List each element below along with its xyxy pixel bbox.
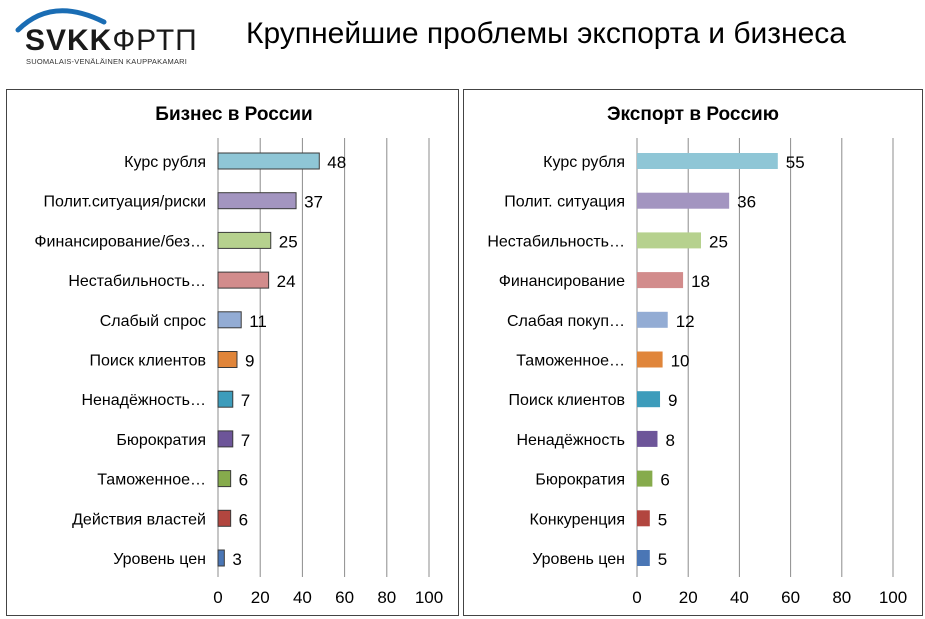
bar — [217, 192, 297, 210]
category-label: Полит. ситуация — [504, 194, 625, 211]
category-label: Поиск клиентов — [508, 392, 625, 409]
x-tick-label: 20 — [679, 588, 698, 607]
logo-name: SVKKФРТП — [25, 24, 198, 58]
bar — [637, 351, 663, 368]
x-tick-label: 80 — [377, 588, 396, 607]
data-label: 48 — [327, 153, 346, 172]
category-label: Таможенное… — [97, 472, 206, 489]
category-label: Уровень цен — [113, 551, 206, 568]
bar — [217, 390, 234, 408]
chart-panel-business-in-russia: Бизнес в России 0 20 40 60 80 100 Курс рубля 48 П… — [6, 89, 459, 616]
category-label: Финансирование — [499, 273, 625, 290]
bar — [217, 271, 270, 289]
data-label: 24 — [277, 272, 296, 291]
bar — [217, 549, 225, 567]
chart-panel-export-to-russia: Экспорт в Россию 0 20 40 60 80 100 Курс рубля 55… — [463, 89, 923, 616]
bar — [637, 391, 661, 408]
data-label: 12 — [676, 312, 695, 331]
data-label: 9 — [668, 391, 677, 410]
data-label: 8 — [665, 431, 674, 450]
category-label: Ненадёжность… — [81, 392, 206, 409]
category-label: Таможенное… — [516, 353, 625, 370]
bar — [637, 510, 650, 527]
business-in-russia-chart: Бизнес в России 0 20 40 60 80 100 Курс рубля 48 П… — [34, 104, 443, 607]
bar — [217, 430, 234, 448]
category-label: Полит.ситуация/риски — [44, 194, 206, 211]
category-label: Ненадёжность — [516, 432, 625, 449]
category-label: Бюрократия — [535, 472, 625, 489]
bar — [217, 231, 272, 249]
bar — [637, 311, 668, 328]
data-label: 5 — [658, 510, 667, 529]
x-tick-label: 40 — [730, 588, 749, 607]
x-tick-label: 40 — [293, 588, 312, 607]
bar — [637, 430, 658, 447]
data-label: 55 — [786, 153, 805, 172]
bar — [217, 470, 232, 488]
category-label: Финансирование/без… — [34, 233, 206, 250]
logo-swoosh-icon — [15, 8, 107, 33]
data-label: 10 — [671, 352, 690, 371]
x-tick-label: 0 — [632, 588, 641, 607]
category-label: Курс рубля — [543, 154, 625, 171]
category-label: Курс рубля — [124, 154, 206, 171]
chart-title: Бизнес в России — [155, 104, 312, 125]
bar — [637, 192, 730, 209]
data-label: 36 — [737, 193, 756, 212]
bar — [637, 550, 650, 566]
x-tick-label: 0 — [213, 588, 222, 607]
x-tick-label: 20 — [251, 588, 270, 607]
category-label: Конкуренция — [530, 511, 625, 528]
data-label: 18 — [691, 272, 710, 291]
slide-title: Крупнейшие проблемы экспорта и бизнеса — [246, 17, 846, 50]
x-tick-label: 80 — [832, 588, 851, 607]
data-label: 11 — [249, 312, 267, 331]
slide-header: SVKKФРТП SUOMALAIS-VENÄLÄINEN KAUPPAKAMA… — [0, 0, 925, 82]
data-label: 3 — [232, 550, 241, 569]
data-label: 6 — [660, 471, 669, 490]
category-label: Действия властей — [72, 511, 206, 528]
x-tick-label: 60 — [335, 588, 354, 607]
bar — [217, 152, 320, 170]
bar — [217, 351, 238, 368]
bar — [217, 509, 232, 527]
category-label: Бюрократия — [116, 432, 206, 449]
category-label: Поиск клиентов — [89, 353, 206, 370]
bar — [637, 153, 778, 169]
category-label: Нестабильность… — [68, 273, 206, 290]
x-tick-label: 100 — [879, 588, 907, 607]
data-label: 5 — [658, 550, 667, 569]
data-label: 6 — [239, 510, 248, 529]
bar — [637, 232, 701, 249]
bar — [217, 311, 242, 329]
data-label: 25 — [709, 232, 728, 251]
category-label: Слабая покуп… — [507, 313, 625, 330]
data-label: 9 — [245, 352, 254, 371]
category-label: Уровень цен — [532, 551, 625, 568]
data-label: 7 — [241, 431, 250, 450]
data-label: 6 — [239, 471, 248, 490]
bar — [637, 470, 653, 487]
svkk-logo: SVKKФРТП SUOMALAIS-VENÄLÄINEN KAUPPAKAMA… — [12, 2, 202, 68]
category-label: Нестабильность… — [487, 233, 625, 250]
logo-name-cyrillic: ФРТП — [112, 24, 198, 57]
data-label: 37 — [304, 193, 323, 212]
x-tick-label: 60 — [781, 588, 800, 607]
logo-name-latin: SVKK — [25, 24, 113, 57]
data-label: 25 — [279, 232, 298, 251]
logo-subtitle: SUOMALAIS-VENÄLÄINEN KAUPPAKAMARI — [26, 57, 188, 66]
data-label: 7 — [241, 391, 250, 410]
x-tick-label: 100 — [415, 588, 443, 607]
bar — [637, 272, 684, 289]
chart-title: Экспорт в Россию — [607, 104, 779, 125]
category-label: Слабый спрос — [100, 313, 206, 330]
